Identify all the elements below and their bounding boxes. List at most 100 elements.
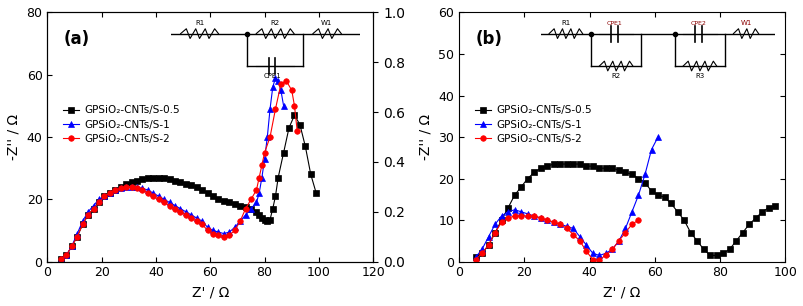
GPSiO₂-CNTs/S-2	[516, 214, 525, 218]
GPSiO₂-CNTs/S-2	[214, 233, 223, 237]
Line: GPSiO₂-CNTs/S-1: GPSiO₂-CNTs/S-1	[472, 134, 660, 260]
GPSiO₂-CNTs/S-1	[639, 173, 649, 176]
GPSiO₂-CNTs/S-1	[574, 235, 584, 239]
GPSiO₂-CNTs/S-2	[62, 254, 71, 257]
GPSiO₂-CNTs/S-0.5	[295, 123, 304, 126]
GPSiO₂-CNTs/S-0.5	[659, 196, 669, 199]
GPSiO₂-CNTs/S-2	[202, 229, 212, 232]
GPSiO₂-CNTs/S-1	[587, 252, 597, 255]
GPSiO₂-CNTs/S-2	[72, 235, 82, 239]
GPSiO₂-CNTs/S-2	[78, 222, 88, 226]
GPSiO₂-CNTs/S-2	[224, 233, 234, 237]
GPSiO₂-CNTs/S-1	[137, 187, 147, 190]
GPSiO₂-CNTs/S-2	[522, 214, 532, 218]
GPSiO₂-CNTs/S-2	[509, 214, 519, 218]
GPSiO₂-CNTs/S-0.5	[620, 170, 630, 174]
GPSiO₂-CNTs/S-2	[116, 187, 125, 190]
GPSiO₂-CNTs/S-2	[287, 88, 296, 92]
GPSiO₂-CNTs/S-1	[470, 256, 479, 259]
GPSiO₂-CNTs/S-1	[259, 157, 269, 161]
GPSiO₂-CNTs/S-1	[192, 216, 202, 220]
GPSiO₂-CNTs/S-2	[127, 185, 137, 189]
GPSiO₂-CNTs/S-0.5	[581, 164, 590, 168]
GPSiO₂-CNTs/S-0.5	[593, 166, 603, 170]
GPSiO₂-CNTs/S-1	[271, 76, 280, 80]
GPSiO₂-CNTs/S-1	[110, 188, 120, 192]
GPSiO₂-CNTs/S-2	[143, 191, 153, 195]
GPSiO₂-CNTs/S-0.5	[750, 216, 760, 220]
GPSiO₂-CNTs/S-1	[581, 243, 590, 247]
X-axis label: Z' / Ω: Z' / Ω	[603, 285, 640, 299]
GPSiO₂-CNTs/S-1	[542, 218, 552, 222]
GPSiO₂-CNTs/S-0.5	[769, 204, 779, 207]
GPSiO₂-CNTs/S-2	[88, 207, 98, 211]
X-axis label: Z' / Ω: Z' / Ω	[191, 285, 229, 299]
GPSiO₂-CNTs/S-0.5	[633, 177, 642, 181]
GPSiO₂-CNTs/S-1	[477, 247, 487, 251]
GPSiO₂-CNTs/S-2	[555, 222, 565, 226]
GPSiO₂-CNTs/S-0.5	[639, 181, 649, 185]
GPSiO₂-CNTs/S-0.5	[691, 239, 701, 243]
GPSiO₂-CNTs/S-1	[626, 210, 636, 214]
GPSiO₂-CNTs/S-1	[235, 219, 245, 223]
GPSiO₂-CNTs/S-1	[224, 230, 234, 234]
GPSiO₂-CNTs/S-1	[88, 204, 98, 207]
GPSiO₂-CNTs/S-2	[208, 232, 218, 235]
GPSiO₂-CNTs/S-2	[281, 79, 291, 83]
GPSiO₂-CNTs/S-1	[279, 104, 288, 108]
GPSiO₂-CNTs/S-0.5	[509, 193, 519, 197]
GPSiO₂-CNTs/S-1	[568, 226, 577, 230]
Line: GPSiO₂-CNTs/S-0.5: GPSiO₂-CNTs/S-0.5	[472, 161, 777, 260]
GPSiO₂-CNTs/S-1	[94, 197, 104, 201]
GPSiO₂-CNTs/S-1	[633, 193, 642, 197]
GPSiO₂-CNTs/S-1	[620, 226, 630, 230]
GPSiO₂-CNTs/S-1	[548, 220, 558, 224]
GPSiO₂-CNTs/S-2	[165, 204, 174, 207]
Text: (a): (a)	[63, 30, 90, 48]
GPSiO₂-CNTs/S-0.5	[542, 164, 552, 168]
GPSiO₂-CNTs/S-0.5	[666, 202, 675, 205]
GPSiO₂-CNTs/S-1	[273, 79, 283, 83]
GPSiO₂-CNTs/S-1	[121, 185, 131, 189]
GPSiO₂-CNTs/S-1	[503, 210, 512, 214]
GPSiO₂-CNTs/S-2	[137, 188, 147, 192]
GPSiO₂-CNTs/S-0.5	[613, 168, 623, 172]
GPSiO₂-CNTs/S-1	[127, 185, 137, 189]
GPSiO₂-CNTs/S-2	[105, 191, 115, 195]
GPSiO₂-CNTs/S-1	[153, 194, 163, 198]
GPSiO₂-CNTs/S-0.5	[601, 166, 610, 170]
GPSiO₂-CNTs/S-2	[490, 231, 499, 234]
GPSiO₂-CNTs/S-0.5	[503, 206, 512, 210]
GPSiO₂-CNTs/S-2	[240, 207, 250, 211]
GPSiO₂-CNTs/S-2	[483, 243, 493, 247]
GPSiO₂-CNTs/S-2	[153, 197, 163, 201]
GPSiO₂-CNTs/S-1	[267, 85, 277, 89]
GPSiO₂-CNTs/S-1	[555, 222, 565, 226]
GPSiO₂-CNTs/S-1	[483, 235, 493, 239]
GPSiO₂-CNTs/S-2	[149, 194, 158, 198]
GPSiO₂-CNTs/S-0.5	[561, 162, 571, 166]
GPSiO₂-CNTs/S-2	[181, 213, 190, 217]
GPSiO₂-CNTs/S-1	[214, 230, 223, 234]
GPSiO₂-CNTs/S-1	[536, 216, 545, 220]
Text: (b): (b)	[475, 30, 502, 48]
GPSiO₂-CNTs/S-2	[110, 188, 120, 192]
GPSiO₂-CNTs/S-1	[265, 107, 275, 111]
GPSiO₂-CNTs/S-1	[78, 219, 88, 223]
GPSiO₂-CNTs/S-2	[292, 129, 302, 132]
GPSiO₂-CNTs/S-0.5	[522, 177, 532, 181]
GPSiO₂-CNTs/S-0.5	[704, 254, 714, 257]
GPSiO₂-CNTs/S-1	[254, 191, 263, 195]
Line: GPSiO₂-CNTs/S-0.5: GPSiO₂-CNTs/S-0.5	[58, 113, 319, 261]
GPSiO₂-CNTs/S-0.5	[607, 166, 617, 170]
Legend: GPSiO₂-CNTs/S-0.5, GPSiO₂-CNTs/S-1, GPSiO₂-CNTs/S-2: GPSiO₂-CNTs/S-0.5, GPSiO₂-CNTs/S-1, GPSi…	[471, 101, 595, 148]
GPSiO₂-CNTs/S-1	[652, 135, 662, 139]
GPSiO₂-CNTs/S-1	[561, 225, 571, 228]
GPSiO₂-CNTs/S-1	[246, 207, 255, 211]
GPSiO₂-CNTs/S-2	[275, 82, 285, 86]
GPSiO₂-CNTs/S-2	[257, 163, 267, 167]
GPSiO₂-CNTs/S-2	[633, 218, 642, 222]
GPSiO₂-CNTs/S-2	[246, 197, 255, 201]
GPSiO₂-CNTs/S-0.5	[548, 162, 558, 166]
GPSiO₂-CNTs/S-0.5	[731, 239, 740, 243]
